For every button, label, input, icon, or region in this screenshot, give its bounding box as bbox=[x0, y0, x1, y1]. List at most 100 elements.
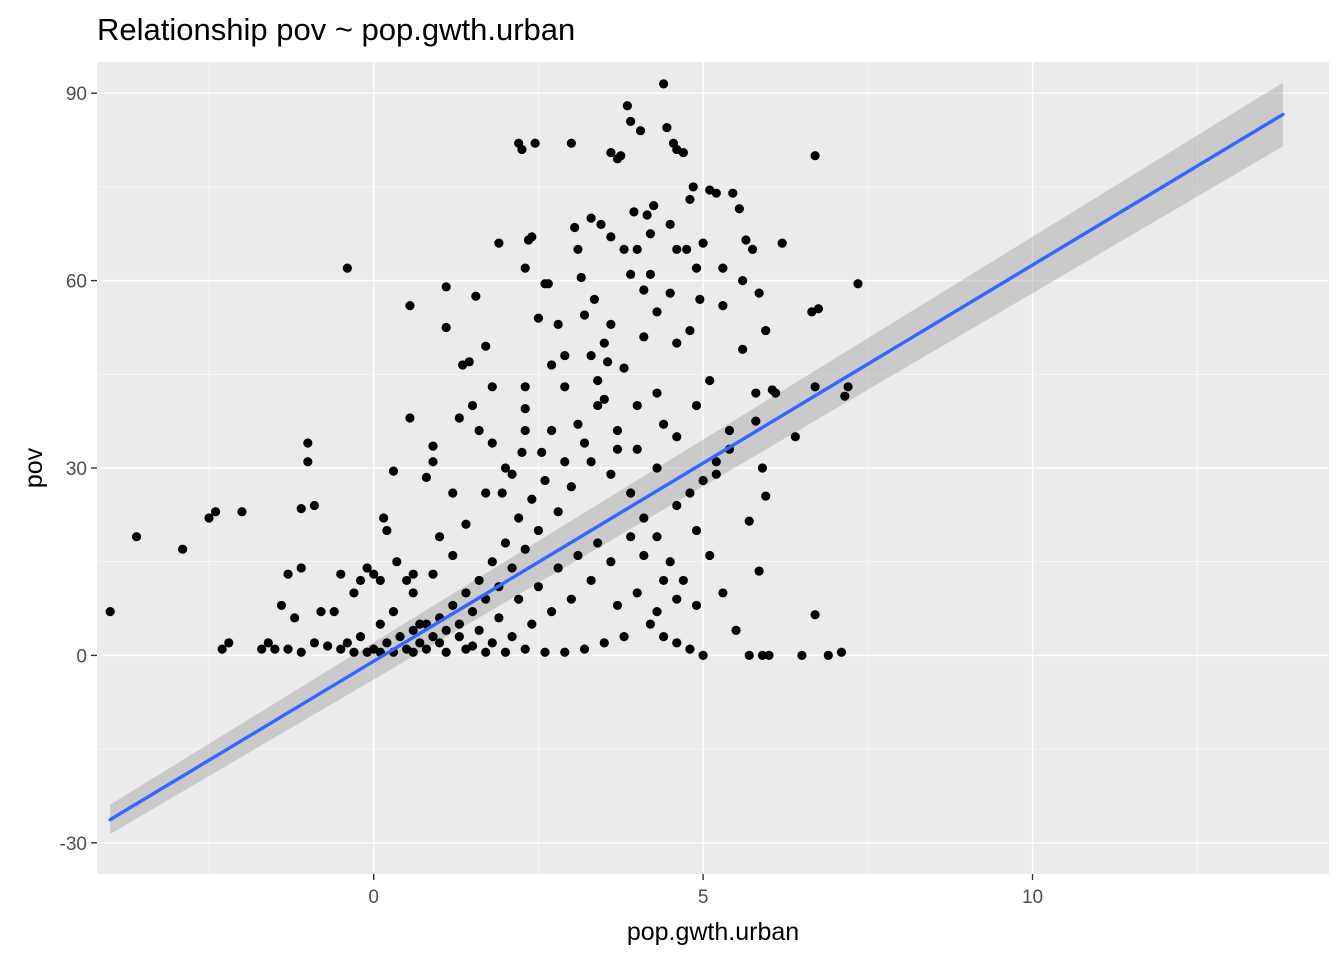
data-point bbox=[441, 647, 451, 657]
data-point bbox=[652, 388, 662, 398]
data-point bbox=[619, 244, 629, 254]
data-point bbox=[616, 151, 626, 161]
data-point bbox=[546, 607, 557, 617]
data-point bbox=[626, 116, 636, 126]
data-point bbox=[665, 288, 675, 298]
data-point bbox=[685, 488, 695, 498]
data-point bbox=[342, 263, 352, 273]
data-point bbox=[378, 513, 389, 523]
data-point bbox=[586, 575, 596, 586]
data-point bbox=[369, 569, 379, 579]
data-point bbox=[576, 272, 586, 283]
data-point bbox=[467, 641, 478, 651]
data-point bbox=[388, 466, 399, 476]
data-point bbox=[639, 550, 649, 561]
data-point bbox=[392, 557, 402, 567]
data-point bbox=[474, 425, 484, 436]
data-point bbox=[612, 444, 623, 454]
data-point bbox=[566, 594, 576, 604]
data-point bbox=[586, 457, 596, 467]
data-point bbox=[639, 513, 649, 523]
data-point bbox=[678, 575, 688, 586]
x-tick-label: 0 bbox=[368, 887, 379, 908]
data-point bbox=[270, 644, 280, 654]
data-point bbox=[738, 344, 748, 354]
data-point bbox=[210, 507, 221, 517]
data-point bbox=[517, 144, 527, 155]
data-point bbox=[589, 294, 600, 304]
data-point bbox=[813, 304, 824, 314]
data-point bbox=[507, 563, 517, 573]
data-point bbox=[448, 488, 458, 498]
data-point bbox=[349, 647, 359, 657]
data-point bbox=[602, 357, 613, 367]
data-point bbox=[131, 532, 142, 542]
data-point bbox=[619, 632, 629, 642]
x-tick-label: 10 bbox=[1022, 887, 1043, 908]
data-point bbox=[405, 301, 415, 311]
data-point bbox=[734, 204, 744, 214]
data-point bbox=[579, 310, 590, 320]
y-axis-label: pov bbox=[20, 447, 48, 488]
x-axis-label: pop.gwth.urban bbox=[627, 918, 799, 946]
data-point bbox=[754, 566, 764, 576]
data-point bbox=[553, 563, 563, 573]
data-point bbox=[474, 575, 484, 586]
data-point bbox=[533, 582, 544, 592]
data-point bbox=[494, 613, 504, 623]
data-point bbox=[632, 244, 642, 254]
data-point bbox=[645, 229, 656, 239]
data-point bbox=[546, 425, 557, 436]
data-point bbox=[434, 532, 445, 542]
data-point bbox=[662, 122, 672, 133]
data-point bbox=[204, 513, 214, 523]
data-point bbox=[685, 644, 695, 654]
data-point bbox=[810, 382, 820, 392]
data-point bbox=[520, 382, 530, 392]
data-point bbox=[546, 360, 557, 370]
data-point bbox=[487, 638, 497, 648]
data-point bbox=[527, 494, 537, 504]
data-point bbox=[224, 638, 234, 648]
data-point bbox=[698, 475, 708, 486]
data-point bbox=[461, 519, 471, 529]
data-point bbox=[632, 400, 642, 411]
data-point bbox=[428, 441, 438, 451]
data-point bbox=[705, 375, 715, 386]
data-point bbox=[441, 625, 451, 636]
data-point bbox=[593, 375, 603, 386]
data-point bbox=[741, 235, 751, 245]
data-point bbox=[718, 301, 728, 311]
data-point bbox=[645, 269, 656, 279]
data-point bbox=[573, 244, 583, 254]
data-point bbox=[461, 588, 471, 598]
data-point bbox=[487, 557, 497, 567]
data-point bbox=[658, 575, 669, 586]
data-point bbox=[494, 238, 504, 248]
data-point bbox=[810, 610, 820, 620]
data-point bbox=[467, 607, 478, 617]
data-point bbox=[619, 363, 629, 373]
data-point bbox=[322, 641, 333, 651]
data-point bbox=[448, 550, 458, 561]
data-point bbox=[695, 294, 705, 304]
data-point bbox=[448, 600, 458, 611]
data-point bbox=[626, 488, 636, 498]
data-point bbox=[586, 213, 596, 223]
data-point bbox=[698, 238, 708, 248]
data-point bbox=[665, 557, 675, 567]
data-point bbox=[408, 625, 418, 636]
data-point bbox=[622, 101, 632, 111]
data-point bbox=[652, 607, 662, 617]
data-point bbox=[593, 400, 603, 411]
data-point bbox=[754, 288, 764, 298]
data-point bbox=[415, 638, 425, 648]
data-point bbox=[296, 563, 306, 573]
data-point bbox=[497, 488, 507, 498]
data-point bbox=[672, 638, 682, 648]
data-point bbox=[744, 516, 754, 526]
data-point bbox=[355, 632, 366, 642]
data-point bbox=[520, 404, 530, 414]
data-point bbox=[790, 432, 800, 442]
data-point bbox=[685, 325, 695, 336]
